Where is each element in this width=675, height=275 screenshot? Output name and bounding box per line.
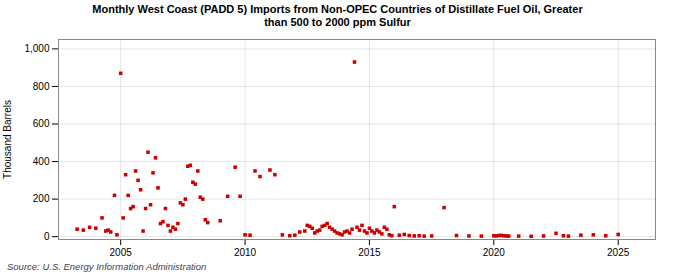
svg-text:200: 200 bbox=[33, 194, 50, 205]
svg-text:0: 0 bbox=[44, 231, 50, 242]
svg-text:400: 400 bbox=[33, 156, 50, 167]
svg-text:2020: 2020 bbox=[483, 247, 506, 258]
html-text:Source: U.S. Energy Informatio: Source: U.S. Energy Information Administ… bbox=[7, 261, 207, 273]
svg-text:Thousand Barrels: Thousand Barrels bbox=[2, 100, 13, 179]
svg-text:800: 800 bbox=[33, 81, 50, 92]
html-text:Monthly West Coast (PADD 5) Im: Monthly West Coast (PADD 5) Imports from… bbox=[92, 3, 583, 29]
svg-text:1,000: 1,000 bbox=[24, 43, 49, 54]
svg-text:2015: 2015 bbox=[358, 247, 381, 258]
svg-text:2010: 2010 bbox=[234, 247, 257, 258]
svg-text:2025: 2025 bbox=[607, 247, 630, 258]
svg-text:2005: 2005 bbox=[110, 247, 133, 258]
svg-text:600: 600 bbox=[33, 119, 50, 130]
